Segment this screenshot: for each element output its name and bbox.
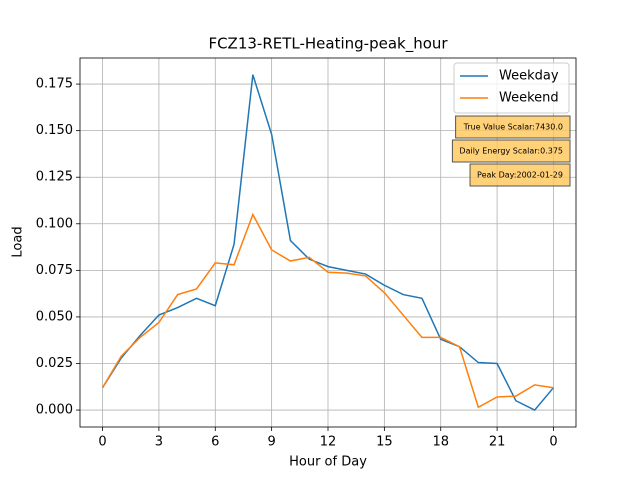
y-tick-label: 0.100 [36, 216, 73, 231]
chart-title: FCZ13-RETL-Heating-peak_hour [208, 35, 448, 54]
x-tick-label: 18 [432, 435, 449, 450]
y-tick-label: 0.150 [36, 123, 73, 138]
plot-frame [79, 57, 577, 428]
annotation-text: True Value Scalar:7430.0 [463, 123, 563, 132]
x-tick-label: 9 [267, 435, 275, 450]
x-tick-label: 0 [549, 435, 557, 450]
legend-label: Weekend [499, 91, 559, 106]
grid-layer: 0 3 6 9 12 15 18 21 0 0.000 0.025 0.050 0.075 0.100 0.… [36, 58, 576, 450]
annotation-box [469, 163, 571, 187]
overlay-layer: Weekday Weekend True Value Scalar:7430.0 Da… [451, 62, 571, 187]
annotation-text: Daily Energy Scalar:0.375 [459, 147, 563, 156]
y-tick-label: 0.000 [36, 403, 73, 418]
annotation-box [451, 139, 571, 163]
x-tick-label: 15 [376, 435, 393, 450]
y-tick-label: 0.025 [36, 356, 73, 371]
annotation: Peak Day:2002-01-29 [469, 163, 571, 187]
plot-layer [101, 74, 555, 411]
y-tick-label: 0.050 [36, 309, 73, 324]
series-line [101, 74, 555, 411]
y-tick-label: 0.175 [36, 77, 73, 92]
y-tick-label: 0.125 [36, 170, 73, 185]
series-line [101, 212, 554, 409]
x-axis-label: Hour of Day [289, 455, 367, 470]
x-tick-label: 12 [320, 435, 337, 450]
x-tick-label: 21 [489, 435, 506, 450]
y-tick-label: 0.075 [36, 263, 73, 278]
legend: Weekday Weekend [453, 62, 570, 114]
legend-label: Weekday [499, 69, 559, 84]
x-tick-label: 6 [211, 435, 219, 450]
x-tick-label: 3 [155, 435, 163, 450]
y-axis-label: Load [11, 226, 26, 257]
annotation: Daily Energy Scalar:0.375 [451, 139, 571, 163]
annotation-text: Peak Day:2002-01-29 [477, 171, 563, 180]
x-tick-label: 0 [98, 435, 106, 450]
annotation: True Value Scalar:7430.0 [455, 115, 571, 139]
annotation-box [455, 115, 571, 139]
